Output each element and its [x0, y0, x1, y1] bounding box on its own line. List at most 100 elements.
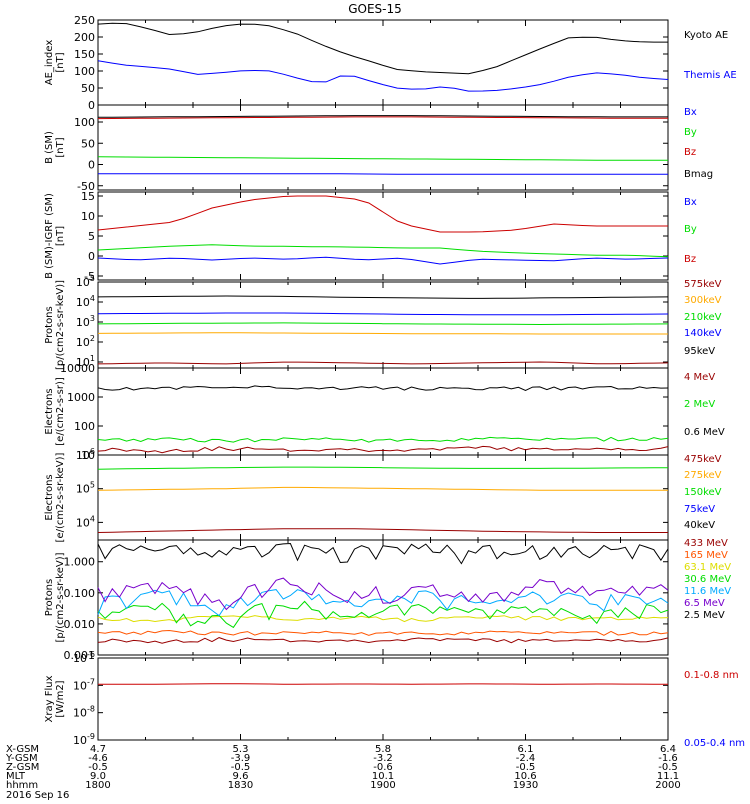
y-tick-label: 50	[81, 137, 95, 150]
y-axis-label: [nT]	[55, 52, 66, 72]
legend-entry: 95keV	[684, 346, 715, 357]
y-axis-label: [p/(cm2-s-sr-keV)]	[55, 552, 66, 642]
y-axis-label: Xray Flux	[44, 675, 55, 722]
legend-entry: Kyoto AE	[684, 30, 728, 41]
y-tick-label: 10	[81, 449, 95, 462]
panel-ae: 0 50 100 150 200 250 AE_index [nT] Kyoto AE Themi…	[44, 14, 737, 112]
y-tick-label: 0.001	[64, 649, 96, 662]
y-tick-label: 103	[76, 314, 95, 329]
y-axis-label: [e/(cm2-s-sr-keV)]	[55, 452, 66, 542]
ephemeris-value: 1800	[85, 780, 110, 791]
legend-entry: 475keV	[684, 454, 722, 465]
series-165-mev	[97, 629, 669, 636]
panel-frame	[97, 367, 669, 456]
panel-electrons_kev: 104 105 106 Electrons [e/(cm2-s-sr-keV)] 475k…	[44, 447, 722, 542]
y-tick-label: 0	[88, 99, 95, 112]
legend-entry: 300keV	[684, 295, 722, 306]
y-tick-label: 0	[88, 250, 95, 263]
y-tick-label: 100	[74, 420, 95, 433]
series-210kev	[97, 322, 669, 326]
legend-entry: By	[684, 127, 697, 138]
y-axis-label: [nT]	[55, 137, 66, 157]
series-0-1-0-8-nm	[98, 683, 668, 685]
y-tick-label: 10-6	[73, 650, 95, 665]
legend-entry: 2.5 MeV	[684, 610, 725, 621]
y-axis-label: [p/(cm2-s-sr-keV)]	[55, 280, 66, 370]
panel-frame	[97, 657, 669, 741]
y-axis-label: [nT]	[55, 226, 66, 246]
legend-entry: 75keV	[684, 504, 715, 515]
ephemeris-value: -4.6	[88, 753, 108, 764]
y-tick-label: 50	[81, 82, 95, 95]
y-tick-label: 10	[81, 210, 95, 223]
series-kyoto-ae	[97, 22, 668, 75]
legend-entry: 30.6 MeV	[684, 574, 731, 585]
ephemeris-value: -0.5	[516, 762, 536, 773]
ephemeris-value: 5.3	[233, 744, 249, 755]
ephemeris-value: -0.5	[658, 762, 678, 773]
ephemeris-value: 2000	[655, 780, 680, 791]
series-2-mev	[97, 436, 669, 443]
y-tick-label: 10-7	[73, 677, 95, 692]
y-tick-label: 1000	[67, 391, 95, 404]
legend-entry: Bmag	[684, 169, 713, 180]
ephemeris-value: 1900	[370, 780, 395, 791]
y-axis-label: AE_index	[44, 40, 55, 86]
series-bmag	[97, 115, 668, 118]
ephemeris-row-label: X-GSM	[6, 744, 39, 755]
legend-entry: 575keV	[684, 279, 722, 290]
ephemeris-value: 10.1	[372, 771, 394, 782]
ephemeris-value: 11.1	[657, 771, 679, 782]
series-by	[97, 156, 668, 161]
legend-entry: 40keV	[684, 520, 715, 531]
y-axis-label: Protons	[44, 579, 55, 616]
ephemeris-value: -0.5	[88, 762, 108, 773]
y-tick-label: 104	[76, 514, 95, 529]
ephemeris-value: 9.0	[90, 771, 106, 782]
ephemeris-value: -2.4	[516, 753, 536, 764]
legend-entry: 0.05-0.4 nm	[684, 738, 745, 749]
y-tick-label: 105	[76, 481, 95, 496]
y-tick-label: 101	[76, 354, 95, 369]
panel-frame	[97, 19, 669, 106]
ephemeris-row-label: hhmm	[6, 780, 38, 791]
y-tick-label: -50	[77, 180, 95, 193]
ephemeris-value: 9.6	[233, 771, 249, 782]
legend-entry: 275keV	[684, 470, 722, 481]
series-575kev	[97, 361, 669, 365]
y-axis-label: B (SM)	[44, 131, 55, 164]
ephemeris-value: 1830	[228, 780, 253, 791]
panel-protons_low: 101 102 103 104 105 Protons [p/(cm2-s-sr-keV)]…	[44, 274, 722, 370]
plot-title: GOES-15	[348, 2, 402, 16]
y-tick-label: 0.100	[64, 587, 96, 600]
ephemeris-value: 5.8	[375, 744, 391, 755]
panel-electrons_mev: 10 100 1000 10000 Electrons [e/(cm2-s-sr)] 4 M…	[44, 362, 725, 462]
series-300kev	[97, 332, 668, 335]
y-tick-label: 104	[76, 294, 95, 309]
series-6-5-mev	[97, 577, 669, 611]
legend-entry: 11.6 MeV	[684, 586, 731, 597]
panel-frame	[97, 539, 669, 656]
legend-entry: 150keV	[684, 487, 722, 498]
series-433-mev	[97, 637, 669, 644]
ephemeris-value: -3.9	[231, 753, 251, 764]
legend-entry: 2 MeV	[684, 399, 715, 410]
ephemeris-value: 6.1	[518, 744, 534, 755]
y-tick-label: 200	[74, 31, 95, 44]
y-tick-label: -5	[84, 270, 95, 283]
legend-entry: 4 MeV	[684, 372, 715, 383]
panel-b_sm: -50 0 50 100 B (SM) [nT] Bx By Bz Bmag	[44, 104, 713, 193]
ephemeris-value: -3.2	[373, 753, 393, 764]
series-0-6-mev	[97, 385, 669, 392]
panel-xray: 10-9 10-8 10-7 10-6 Xray Flux [W/m2] 0.1-0.8 n…	[44, 650, 745, 749]
panel-frame	[97, 281, 669, 369]
y-tick-label: 100	[74, 116, 95, 129]
y-tick-label: 10-8	[73, 705, 95, 720]
series-150kev	[97, 466, 669, 470]
y-axis-label: Electrons	[44, 388, 55, 434]
ephemeris-row-label: Y-GSM	[5, 753, 38, 764]
ephemeris-value: -0.6	[373, 762, 393, 773]
series-63-1-mev	[97, 615, 669, 623]
